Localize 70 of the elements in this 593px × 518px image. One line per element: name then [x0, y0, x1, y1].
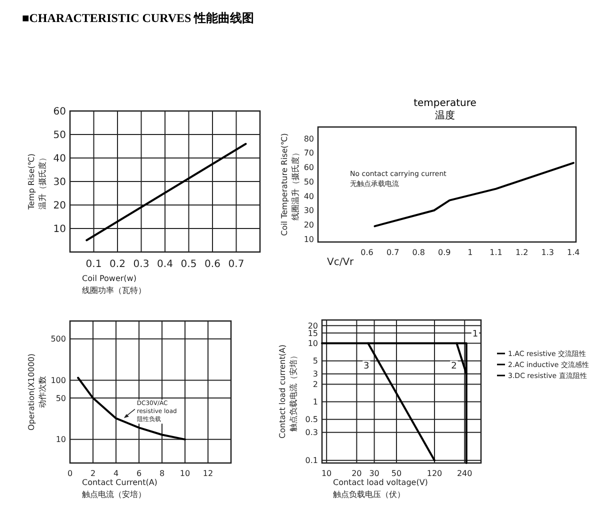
y-tick-label: 0.1: [305, 456, 318, 466]
y-tick-label: 500: [50, 334, 66, 344]
chart-title: ■CHARACTERISTIC CURVES 性能曲线图: [22, 11, 254, 25]
x-tick-label: 0.8: [412, 248, 425, 257]
y-tick-label: 20: [304, 220, 314, 230]
y-tick-label: 0.3: [305, 428, 318, 438]
y-axis-title: Operation(X10000) 动作次数: [27, 354, 47, 430]
x-tick-label: 0.4: [157, 259, 173, 270]
x-tick-label: 0.6: [204, 259, 220, 270]
y-tick-label: 70: [304, 148, 314, 158]
y-axis-title: Temp Rise(℃) 温升（摄氏度）: [27, 154, 47, 210]
x-tick-label: 0.1: [86, 259, 102, 270]
y-tick-label: 10: [53, 224, 66, 235]
x-tick-label: 1: [468, 248, 473, 257]
x-tick-label: 20: [352, 469, 362, 478]
x-tick-label: 0.6: [360, 248, 374, 257]
annotation: 2: [451, 361, 457, 372]
x-tick-label: 12: [202, 469, 214, 478]
x-axis-title: Coil Power(w) 线圈功率（瓦特）: [82, 274, 146, 295]
x-tick-label: 0.2: [110, 259, 126, 270]
x-tick-label: 4: [113, 469, 119, 478]
y-tick-label: 20: [53, 200, 66, 212]
y-tick-label: 10: [304, 234, 314, 244]
x-tick-label: 2: [90, 469, 96, 478]
x-tick-label: 50: [391, 469, 402, 478]
y-tick-label: 0.5: [305, 415, 318, 424]
y-tick-label: 60: [53, 106, 66, 118]
x-tick-label: 1.2: [515, 248, 528, 257]
x-tick-label: 6: [136, 469, 142, 478]
chart-title: temperature 温度: [414, 98, 476, 122]
x-axis-title: Contact load voltage(V) 触点负载电压（伏）: [333, 478, 428, 499]
y-tick-label: 30: [304, 206, 314, 216]
x-tick-label: 0.9: [438, 248, 451, 257]
x-axis-title: Contact Current(A) 触点电流（安培）: [82, 478, 158, 499]
x-tick-label: 0.7: [228, 259, 244, 270]
y-tick-label: 50: [304, 177, 314, 186]
y-tick-label: 3: [312, 370, 318, 379]
y-tick-label: 15: [308, 328, 318, 338]
x-tick-label: 1.3: [541, 248, 554, 257]
annotation: 3: [364, 361, 370, 372]
y-tick-label: 50: [56, 394, 66, 403]
x-axis-title: Vc/Vr: [327, 257, 355, 268]
y-tick-label: 5: [312, 356, 318, 366]
y-tick-label: 2: [312, 380, 318, 389]
x-tick-label: 120: [426, 469, 442, 478]
x-tick-label: 10: [180, 469, 190, 478]
x-tick-label: 0.7: [386, 248, 400, 257]
x-tick-label: 0.5: [180, 259, 197, 270]
y-tick-label: 80: [304, 134, 314, 144]
y-axis-title: Coil Temperature Rise(℃) 线圈温升（摄氏度）: [280, 133, 300, 236]
x-tick-label: 0: [67, 469, 73, 478]
y-axis-title: Contact load current(A) 触点负载电流（安培）: [278, 344, 298, 438]
x-tick-label: 30: [369, 469, 380, 478]
x-tick-label: 8: [159, 469, 165, 478]
x-tick-label: 1.1: [490, 248, 502, 257]
x-tick-label: 1.4: [567, 248, 580, 257]
y-tick-label: 10: [56, 435, 66, 444]
x-tick-label: 240: [456, 469, 472, 478]
y-tick-label: 1: [312, 398, 318, 407]
y-tick-label: 60: [304, 163, 314, 172]
y-tick-label: 40: [304, 192, 314, 201]
y-tick-label: 10: [308, 339, 318, 348]
y-tick-label: 40: [53, 154, 66, 164]
y-tick-label: 50: [53, 130, 66, 141]
y-tick-label: 100: [50, 376, 66, 386]
y-tick-label: 20: [308, 321, 318, 330]
y-tick-label: 30: [53, 177, 66, 188]
x-tick-label: 0.3: [133, 259, 150, 270]
annotation: 1: [472, 329, 478, 340]
x-tick-label: 10: [321, 469, 332, 478]
